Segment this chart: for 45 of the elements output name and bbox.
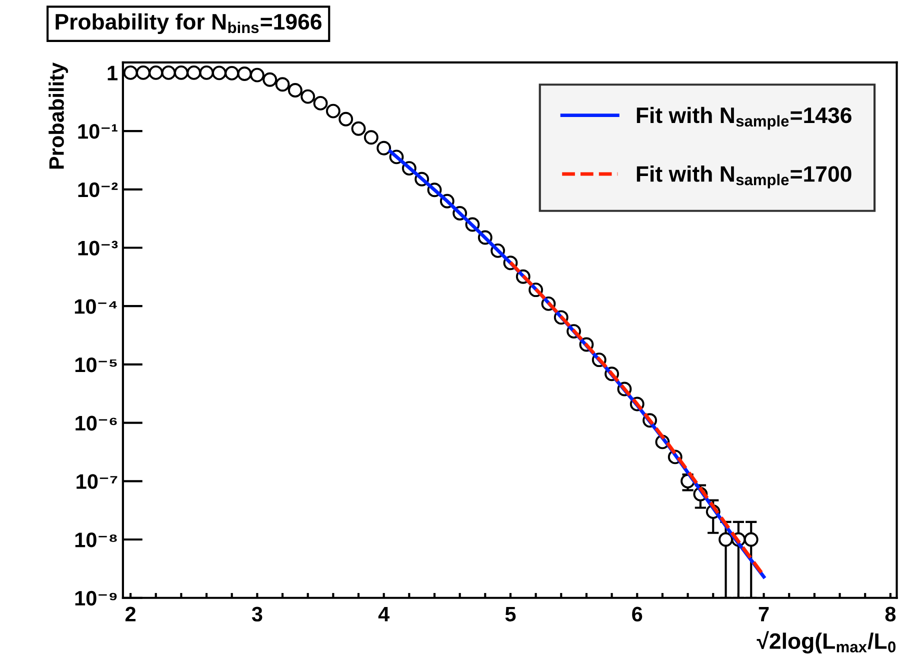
x-tick-label: 2 — [125, 606, 136, 622]
y-tick-label: 10⁻⁹ — [75, 590, 117, 606]
x-axis-title: √2log(L$_{max}$/L$_{0}$ — [756, 631, 896, 654]
point — [288, 83, 302, 98]
x-tick-label: 3 — [252, 606, 262, 622]
chart-title: Probability for N$_{bins}$=1966 — [56, 13, 322, 34]
point — [364, 130, 378, 145]
point — [224, 66, 240, 80]
x-tick-label: 5 — [505, 606, 516, 622]
x-tick-label: 4 — [378, 606, 390, 622]
point — [744, 532, 758, 547]
legend-label: Fit with N$_{sample}$=1436 — [636, 106, 852, 130]
point — [376, 140, 392, 156]
y-axis-title: Probability — [48, 62, 68, 169]
point — [300, 89, 316, 104]
point — [212, 66, 226, 80]
point — [262, 72, 278, 87]
point — [123, 65, 138, 80]
point — [326, 104, 340, 118]
y-tick-label: 10⁻⁸ — [75, 532, 117, 548]
x-tick-label: 8 — [885, 606, 896, 622]
point — [275, 77, 290, 92]
point — [313, 96, 328, 110]
y-tick-label: 10⁻⁴ — [74, 299, 117, 314]
point — [250, 68, 264, 82]
point — [161, 65, 176, 80]
point — [148, 65, 164, 80]
point — [174, 65, 188, 80]
point — [136, 65, 150, 80]
point — [237, 66, 252, 81]
y-tick-label: 10⁻⁶ — [76, 416, 117, 431]
y-tick-label: 10⁻⁷ — [76, 474, 118, 489]
y-tick-label: 10⁻⁵ — [75, 357, 117, 372]
point — [338, 112, 354, 126]
point — [718, 532, 734, 547]
point — [199, 65, 214, 80]
y-tick-label: 10⁻² — [78, 182, 118, 198]
y-tick-label: 10⁻¹ — [78, 124, 118, 139]
x-tick-label: 7 — [758, 606, 769, 622]
x-tick-label: 6 — [632, 606, 642, 622]
legend-label: Fit with N$_{sample}$=1700 — [636, 166, 852, 188]
point — [351, 121, 366, 136]
y-tick-label: 1 — [108, 66, 118, 80]
y-tick-label: 10⁻³ — [78, 240, 118, 256]
point — [186, 65, 202, 80]
